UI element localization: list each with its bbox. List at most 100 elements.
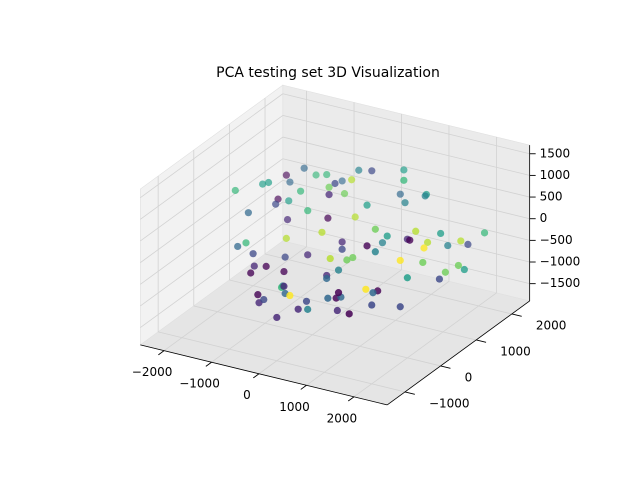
point <box>254 291 262 299</box>
point <box>262 262 270 270</box>
point <box>247 269 255 277</box>
point <box>234 242 242 251</box>
z-tick-label: 500 <box>540 190 563 204</box>
point <box>283 216 292 224</box>
point <box>412 227 420 235</box>
grid-line <box>140 158 284 263</box>
y-tick-label: 0 <box>465 370 473 384</box>
x-tick-label: 0 <box>243 388 251 402</box>
y-axis-line <box>386 300 530 406</box>
point <box>334 289 343 297</box>
point <box>363 201 371 209</box>
point <box>323 170 331 179</box>
point <box>273 313 281 322</box>
grid-line <box>282 158 530 220</box>
point <box>272 200 280 208</box>
y-tick-mark <box>511 313 522 317</box>
point <box>420 244 428 252</box>
point <box>383 232 391 240</box>
point <box>343 256 351 264</box>
point <box>281 253 289 261</box>
point <box>371 225 379 233</box>
point <box>396 256 404 265</box>
point <box>396 303 404 311</box>
x-tick-mark <box>300 384 307 390</box>
point <box>331 179 339 188</box>
grid-line <box>258 269 402 375</box>
x-tick-label: −1000 <box>179 377 220 391</box>
x-tick-mark <box>205 361 212 367</box>
point <box>250 262 258 270</box>
grid-line <box>282 201 530 263</box>
grid-line <box>193 305 441 367</box>
point <box>363 242 371 250</box>
grid-line <box>211 257 355 363</box>
y-tick-mark <box>476 339 487 343</box>
point <box>282 234 290 242</box>
point <box>294 305 302 313</box>
point <box>324 294 332 302</box>
point <box>369 289 377 297</box>
point <box>340 190 349 198</box>
grid-line <box>282 115 530 176</box>
point <box>454 261 463 270</box>
point <box>396 190 404 198</box>
x-tick-label: −2000 <box>132 365 173 379</box>
grid-line <box>282 136 530 198</box>
x-tick-mark <box>253 373 260 379</box>
point <box>441 268 449 276</box>
grid-line <box>306 281 450 386</box>
point <box>464 240 472 249</box>
point <box>338 238 346 246</box>
grid-line <box>140 201 284 307</box>
point <box>302 297 311 305</box>
point <box>349 253 357 262</box>
point <box>304 251 312 259</box>
point <box>286 178 294 186</box>
grid-line <box>140 180 284 285</box>
z-tick-label: −1500 <box>540 276 581 290</box>
z-tick-label: −1000 <box>540 255 581 269</box>
grid-line <box>158 331 406 393</box>
z-tick-label: 0 <box>540 211 548 225</box>
point <box>480 229 489 237</box>
grid-line <box>282 179 530 241</box>
x-axis-line <box>140 344 388 406</box>
point <box>421 192 429 200</box>
grid-line <box>282 93 530 155</box>
y-tick-mark <box>440 365 451 369</box>
point <box>406 236 414 244</box>
point <box>419 258 427 267</box>
x-tick-label: 2000 <box>327 411 358 425</box>
point <box>318 228 326 236</box>
x-tick-mark <box>158 350 165 356</box>
grid-line <box>140 115 284 220</box>
point <box>460 265 468 274</box>
point <box>304 207 312 215</box>
point <box>326 254 334 263</box>
point <box>286 291 294 300</box>
point <box>368 301 376 309</box>
point <box>325 183 333 191</box>
point <box>355 166 363 174</box>
y-tick-label: −1000 <box>429 396 470 410</box>
y-tick-label: 2000 <box>536 318 567 332</box>
point <box>334 266 343 274</box>
z-tick-label: 1000 <box>540 168 571 182</box>
point <box>423 238 432 246</box>
point <box>260 295 268 304</box>
point <box>304 305 312 313</box>
point <box>403 274 411 282</box>
point <box>280 282 288 290</box>
point <box>285 197 293 205</box>
point <box>351 213 359 221</box>
point <box>400 166 408 174</box>
point <box>401 199 409 207</box>
grid-line <box>264 253 512 315</box>
point <box>324 214 332 222</box>
point <box>345 310 353 318</box>
point <box>280 267 288 276</box>
point <box>231 186 239 195</box>
grid-line <box>353 292 497 398</box>
